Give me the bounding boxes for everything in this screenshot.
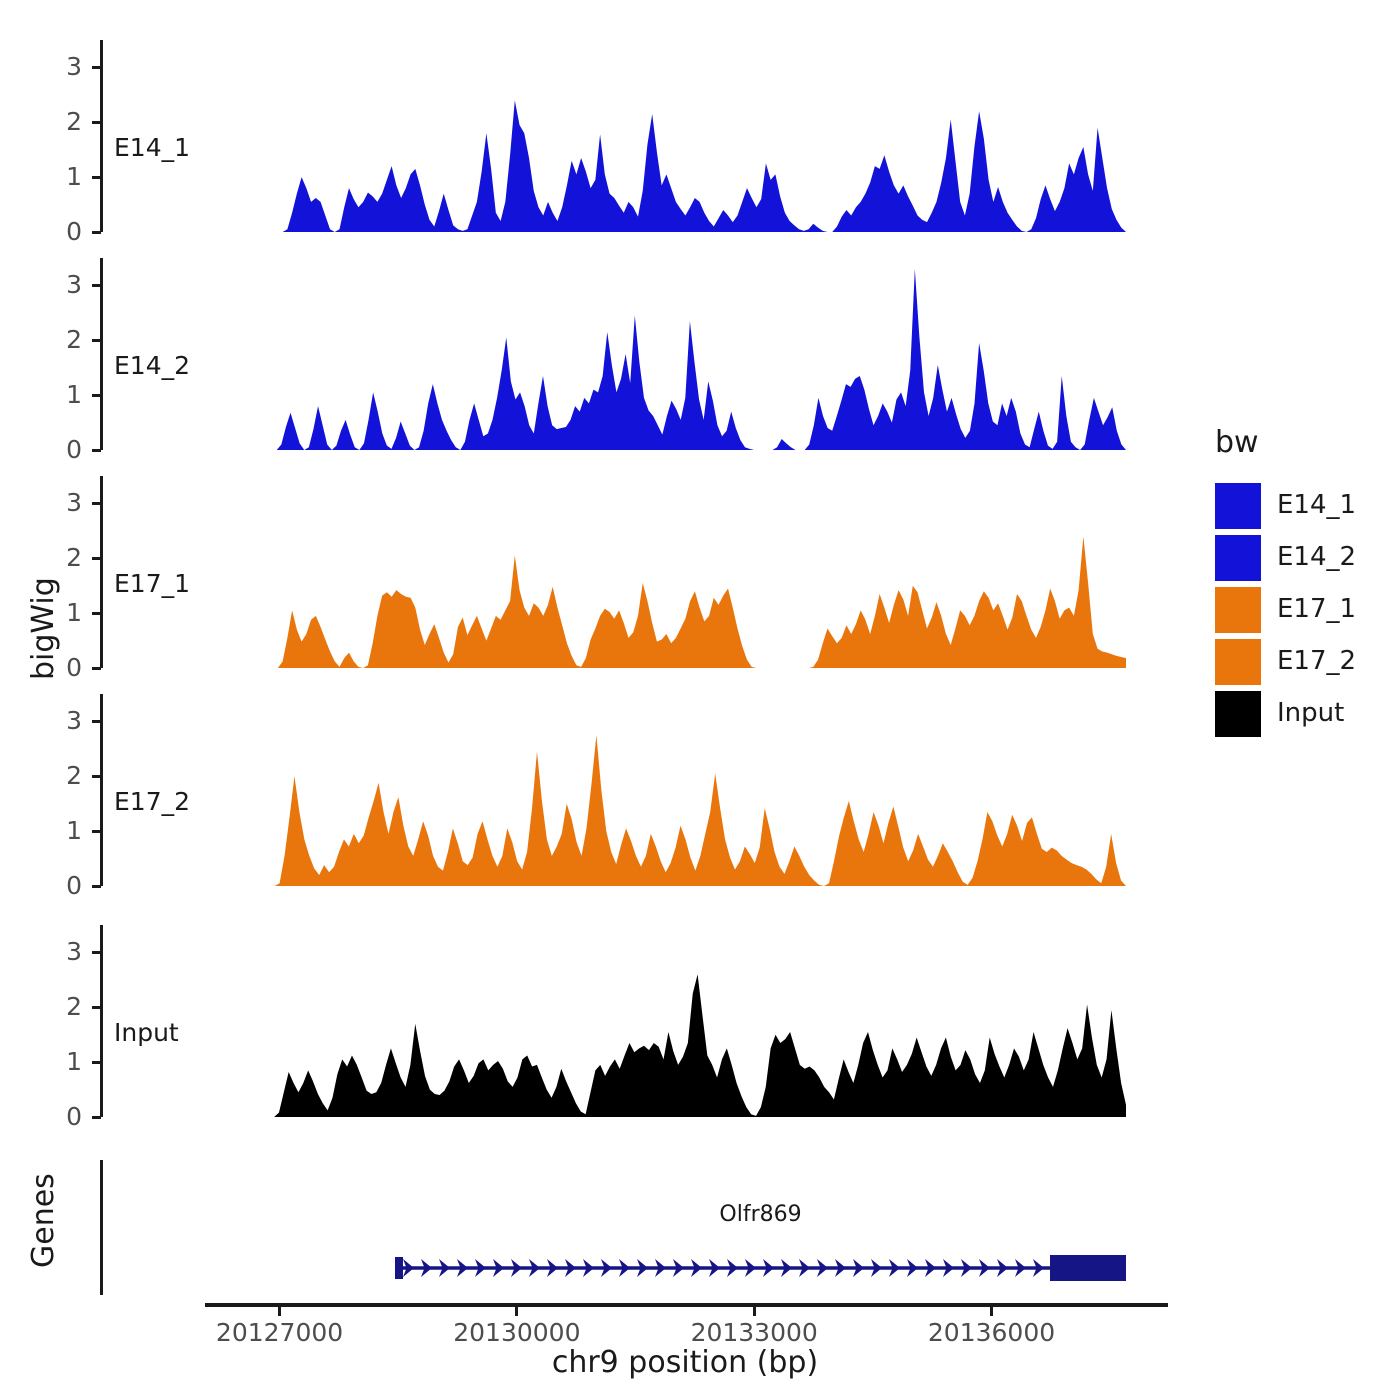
y-tick-label: 2 [66, 992, 82, 1022]
bigwig-area-E17_1 [240, 476, 1126, 670]
y-tick-label: 1 [66, 816, 82, 846]
x-axis-line [205, 1303, 1168, 1307]
track-label-E14_2: E14_2 [114, 350, 191, 380]
x-tick-mark [990, 1307, 994, 1316]
y-tick-mark [92, 283, 101, 287]
legend-swatch-Input [1215, 691, 1261, 737]
y-tick-label: 2 [66, 761, 82, 791]
y-tick-label: 2 [66, 543, 82, 573]
y-tick-label: 3 [66, 270, 82, 300]
y-tick-mark [92, 230, 101, 234]
y-tick-mark [92, 556, 101, 560]
y-axis-line-E17_2 [100, 694, 103, 886]
x-tick-mark [515, 1307, 519, 1316]
legend-title: bw [1215, 425, 1259, 460]
y-tick-mark [92, 338, 101, 342]
y-axis-line-Input [100, 925, 103, 1117]
track-label-E14_1: E14_1 [114, 132, 191, 162]
legend-label-E14_2: E14_2 [1277, 542, 1357, 572]
y-tick-mark [92, 666, 101, 670]
x-tick-mark [278, 1307, 282, 1316]
y-tick-mark [92, 829, 101, 833]
y-tick-mark [92, 1005, 101, 1009]
y-tick-label: 1 [66, 1047, 82, 1077]
y-tick-mark [92, 501, 101, 505]
y-tick-label: 2 [66, 325, 82, 355]
y-tick-label: 0 [66, 435, 82, 464]
y-tick-mark [92, 175, 101, 179]
y-axis-line-E17_1 [100, 476, 103, 668]
y-tick-label: 0 [66, 217, 82, 246]
x-tick-label: 20133000 [690, 1318, 818, 1347]
x-tick-label: 20127000 [215, 1318, 344, 1347]
legend-label-E17_1: E17_1 [1277, 594, 1357, 624]
y-tick-mark [92, 719, 101, 723]
y-tick-label: 3 [66, 937, 82, 967]
y-tick-mark [92, 611, 101, 615]
track-label-E17_1: E17_1 [114, 568, 191, 598]
legend-label-E14_1: E14_1 [1277, 490, 1357, 520]
legend-label-Input: Input [1277, 698, 1345, 728]
y-tick-label: 1 [66, 598, 82, 628]
x-axis-title: chr9 position (bp) [551, 1345, 819, 1380]
legend-label-E17_2: E17_2 [1277, 646, 1357, 676]
y-tick-mark [92, 120, 101, 124]
track-label-E17_2: E17_2 [114, 786, 191, 816]
y-tick-label: 1 [66, 380, 82, 410]
y-tick-mark [92, 774, 101, 778]
y-axis-line-E14_1 [100, 40, 103, 232]
y-tick-label: 3 [66, 52, 82, 82]
bigwig-area-Input [240, 925, 1126, 1119]
genes-axis-line [100, 1160, 103, 1295]
legend-swatch-E17_1 [1215, 587, 1261, 633]
x-tick-label: 20130000 [453, 1318, 581, 1347]
y-tick-mark [92, 884, 101, 888]
y-tick-label: 0 [66, 1102, 82, 1131]
x-tick-mark [752, 1307, 756, 1316]
x-tick-label: 20136000 [927, 1318, 1056, 1347]
bigwig-area-E17_2 [240, 694, 1126, 888]
legend-swatch-E17_2 [1215, 639, 1261, 685]
legend-swatch-E14_2 [1215, 535, 1261, 581]
gene-name-label: Olfr869 [719, 1202, 802, 1227]
y-tick-label: 3 [66, 706, 82, 736]
legend-swatch-E14_1 [1215, 483, 1261, 529]
y-tick-label: 3 [66, 488, 82, 518]
y-tick-mark [92, 1115, 101, 1119]
y-tick-label: 1 [66, 162, 82, 192]
gene-model-Olfr869[interactable] [0, 1248, 1200, 1288]
y-tick-label: 0 [66, 871, 82, 900]
y-tick-mark [92, 1060, 101, 1064]
y-tick-label: 0 [66, 653, 82, 682]
y-tick-mark [92, 448, 101, 452]
y-axis-line-E14_2 [100, 258, 103, 450]
y-tick-mark [92, 393, 101, 397]
bigwig-area-E14_1 [240, 40, 1126, 234]
y-tick-label: 2 [66, 107, 82, 137]
y-tick-mark [92, 65, 101, 69]
y-tick-mark [92, 950, 101, 954]
track-label-Input: Input [114, 1017, 179, 1047]
bigwig-area-E14_2 [240, 258, 1126, 452]
